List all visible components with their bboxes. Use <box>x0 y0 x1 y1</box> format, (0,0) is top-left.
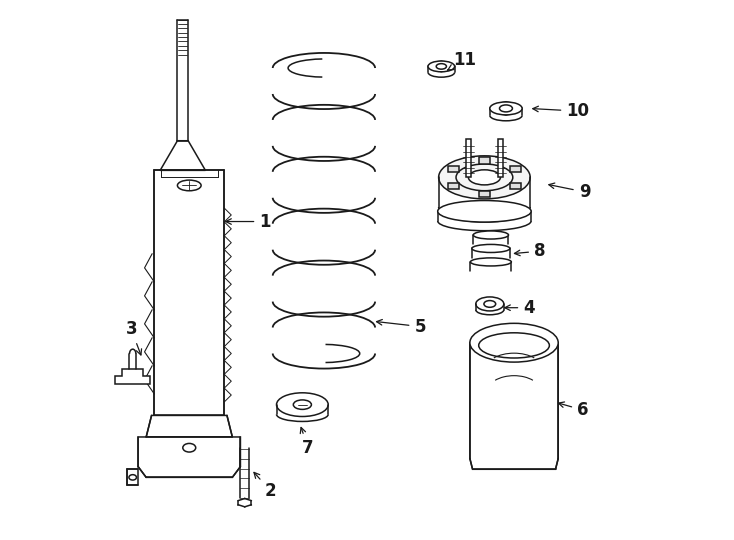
Ellipse shape <box>437 200 531 222</box>
Ellipse shape <box>470 258 512 266</box>
Polygon shape <box>465 139 471 177</box>
Text: 5: 5 <box>377 318 426 335</box>
Ellipse shape <box>470 323 558 362</box>
Ellipse shape <box>178 180 201 191</box>
Ellipse shape <box>277 393 328 416</box>
Polygon shape <box>146 415 233 437</box>
Polygon shape <box>479 191 490 198</box>
Polygon shape <box>479 157 490 164</box>
Polygon shape <box>448 166 459 172</box>
Text: 7: 7 <box>300 428 314 457</box>
Ellipse shape <box>129 475 137 480</box>
Polygon shape <box>510 183 520 189</box>
Polygon shape <box>160 141 206 170</box>
Polygon shape <box>138 437 241 477</box>
Ellipse shape <box>436 64 446 69</box>
Ellipse shape <box>473 231 509 239</box>
Ellipse shape <box>439 156 530 199</box>
Text: 8: 8 <box>515 242 545 260</box>
Polygon shape <box>154 170 225 415</box>
Polygon shape <box>510 166 520 172</box>
Polygon shape <box>115 369 150 383</box>
Polygon shape <box>498 139 504 177</box>
Ellipse shape <box>428 61 454 72</box>
Text: 3: 3 <box>126 320 142 355</box>
Ellipse shape <box>456 164 513 191</box>
Ellipse shape <box>468 170 501 185</box>
Ellipse shape <box>490 102 522 115</box>
Text: 10: 10 <box>533 102 589 120</box>
Polygon shape <box>127 469 138 485</box>
Text: 11: 11 <box>448 51 476 70</box>
Polygon shape <box>448 183 459 189</box>
Ellipse shape <box>484 301 495 307</box>
Text: 2: 2 <box>254 472 276 500</box>
Ellipse shape <box>479 333 549 358</box>
Text: 6: 6 <box>559 401 589 419</box>
Text: 9: 9 <box>549 183 590 201</box>
Ellipse shape <box>476 297 504 311</box>
Ellipse shape <box>183 443 196 452</box>
Text: 4: 4 <box>505 299 535 316</box>
Ellipse shape <box>294 400 311 409</box>
Ellipse shape <box>472 245 510 253</box>
Polygon shape <box>470 343 558 469</box>
Text: 1: 1 <box>226 213 271 231</box>
Ellipse shape <box>500 105 512 112</box>
